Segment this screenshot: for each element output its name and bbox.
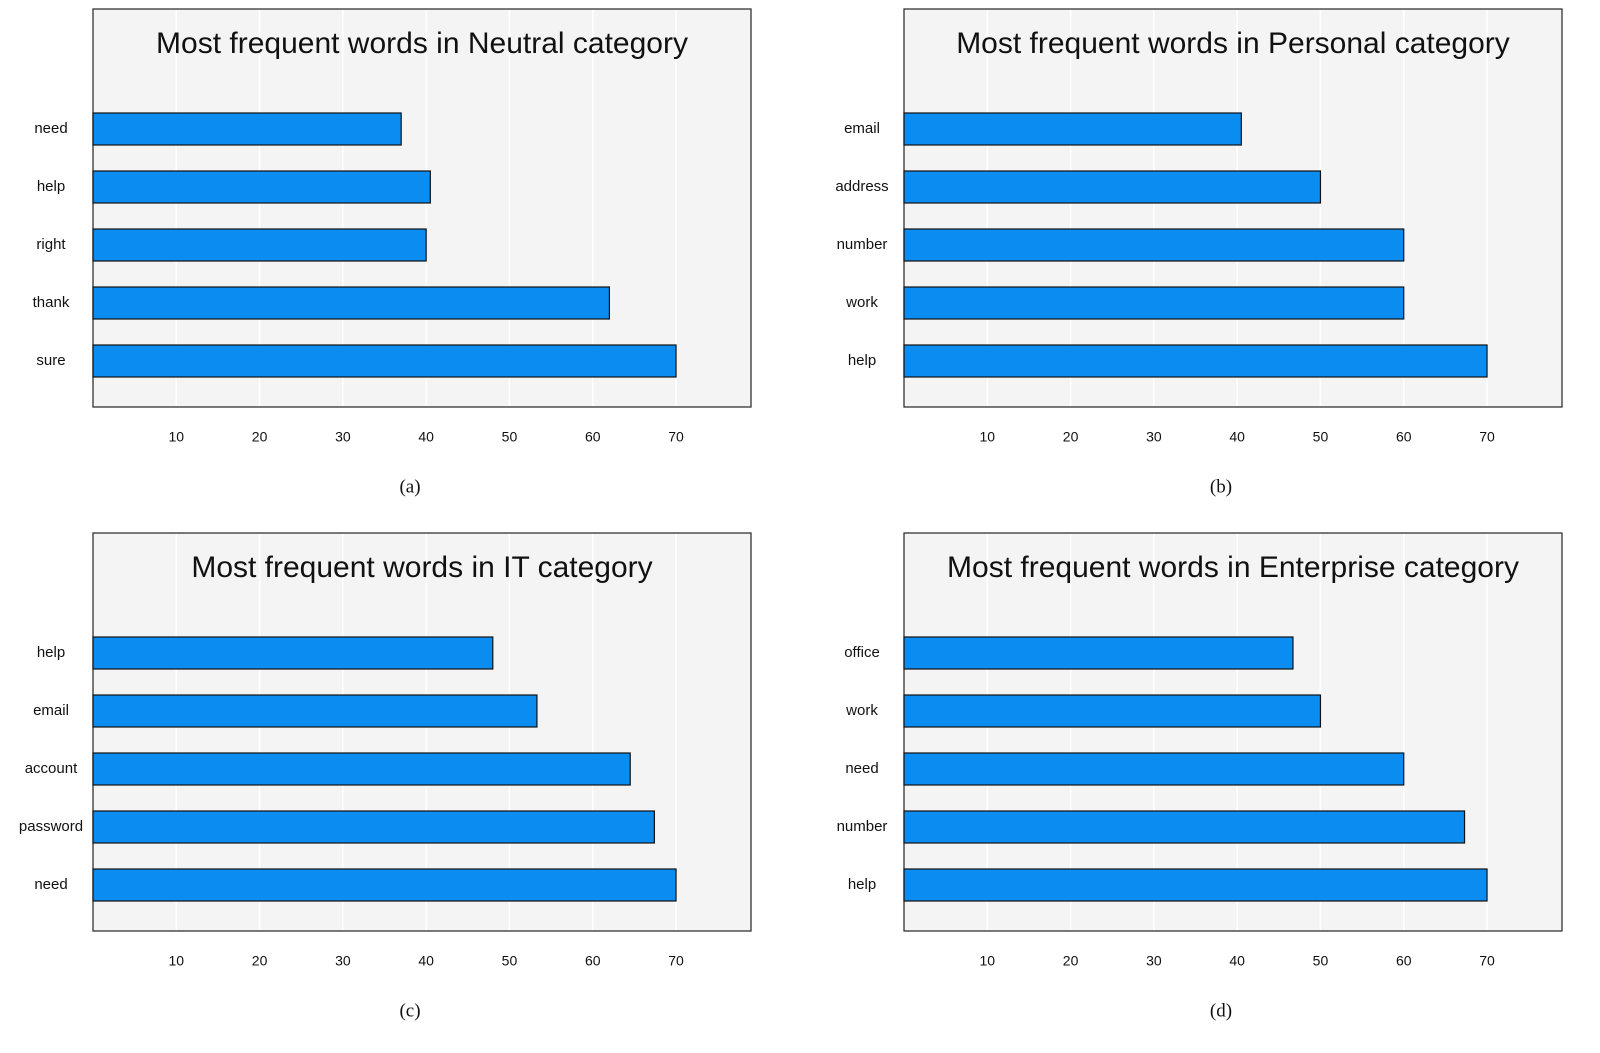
x-tick-label: 30 [335, 953, 351, 969]
x-tick-label: 60 [1396, 953, 1412, 969]
x-tick-label: 30 [1146, 953, 1162, 969]
x-tick-label: 30 [335, 429, 351, 445]
x-tick-label: 50 [502, 429, 518, 445]
plot-area [92, 532, 752, 932]
bar [903, 344, 1488, 378]
y-tick-label: help [37, 644, 65, 661]
bar [903, 228, 1405, 262]
bar [92, 868, 677, 902]
x-tick-label: 50 [1313, 429, 1329, 445]
plot-area [903, 532, 1563, 932]
y-tick-label: help [848, 876, 876, 893]
x-tick-label: 20 [252, 953, 268, 969]
x-tick-label: 10 [980, 953, 996, 969]
bar [92, 170, 431, 204]
bar [92, 636, 494, 670]
plot-area [92, 8, 752, 408]
x-tick-label: 40 [418, 953, 434, 969]
y-tick-label: need [34, 120, 67, 137]
caption: (d) [1210, 1000, 1232, 1021]
y-tick-label: help [37, 178, 65, 195]
bar [92, 228, 427, 262]
x-tick-label: 20 [252, 429, 268, 445]
y-tick-label: address [835, 178, 888, 195]
y-tick-label: work [845, 294, 878, 311]
y-tick-label: help [848, 352, 876, 369]
x-tick-label: 40 [1229, 429, 1245, 445]
y-tick-label: work [845, 702, 878, 719]
chart-title: Most frequent words in Personal category [956, 27, 1510, 60]
y-tick-label: office [844, 644, 880, 661]
x-tick-label: 50 [1313, 953, 1329, 969]
bar [92, 694, 538, 728]
bar [903, 286, 1405, 320]
caption: (a) [399, 476, 420, 497]
x-tick-label: 40 [418, 429, 434, 445]
x-tick-label: 40 [1229, 953, 1245, 969]
y-tick-label: email [33, 702, 69, 719]
bar [903, 694, 1322, 728]
y-tick-label: thank [33, 294, 70, 311]
y-tick-label: account [25, 760, 78, 777]
y-tick-label: number [837, 818, 888, 835]
y-tick-label: right [36, 236, 66, 253]
x-tick-label: 50 [502, 953, 518, 969]
x-tick-label: 70 [1479, 953, 1495, 969]
bar [92, 810, 655, 844]
y-tick-label: password [19, 818, 83, 835]
x-tick-label: 70 [1479, 429, 1495, 445]
x-tick-label: 20 [1063, 429, 1079, 445]
x-tick-label: 10 [980, 429, 996, 445]
bar [92, 752, 631, 786]
x-tick-label: 70 [668, 953, 684, 969]
x-tick-label: 60 [585, 953, 601, 969]
chart-title: Most frequent words in IT category [191, 551, 652, 584]
bar [92, 112, 402, 146]
chart-title: Most frequent words in Neutral category [156, 27, 688, 60]
chart-title: Most frequent words in Enterprise catego… [947, 551, 1519, 584]
bar [92, 344, 677, 378]
x-tick-label: 10 [169, 429, 185, 445]
x-tick-label: 60 [1396, 429, 1412, 445]
bar [92, 286, 611, 320]
x-tick-label: 30 [1146, 429, 1162, 445]
y-tick-label: need [845, 760, 878, 777]
y-tick-label: need [34, 876, 67, 893]
caption: (c) [399, 1000, 420, 1021]
y-tick-label: sure [36, 352, 65, 369]
caption: (b) [1210, 476, 1232, 497]
bar [903, 868, 1488, 902]
x-tick-label: 20 [1063, 953, 1079, 969]
x-tick-label: 70 [668, 429, 684, 445]
x-tick-label: 10 [169, 953, 185, 969]
y-tick-label: number [837, 236, 888, 253]
bar [903, 752, 1405, 786]
bar [903, 112, 1242, 146]
bar [903, 170, 1322, 204]
bar [903, 810, 1466, 844]
plot-area [903, 8, 1563, 408]
y-tick-label: email [844, 120, 880, 137]
bar [903, 636, 1294, 670]
x-tick-label: 60 [585, 429, 601, 445]
